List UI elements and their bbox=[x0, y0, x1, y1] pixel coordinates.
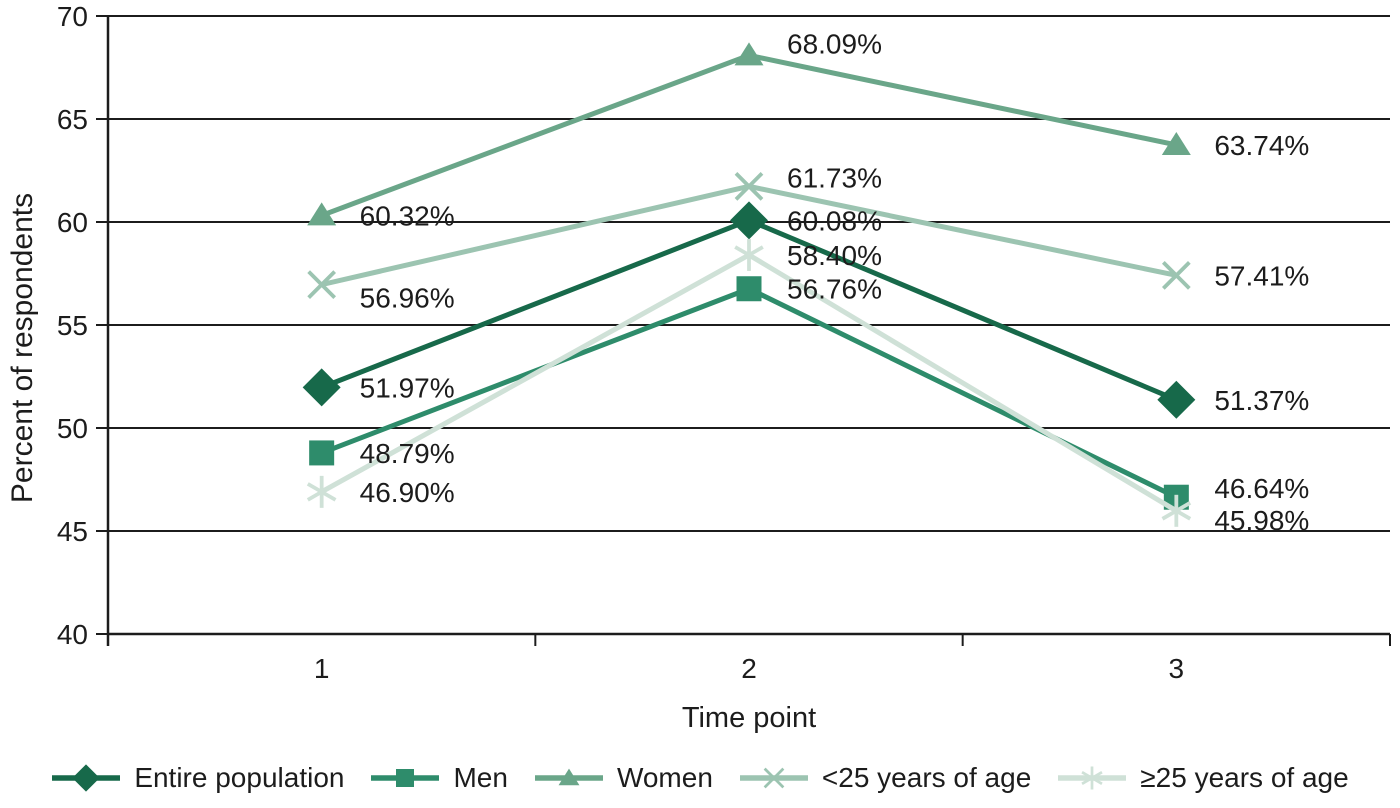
y-tick-label: 70 bbox=[57, 1, 88, 32]
chart-legend: Entire population Men Women <25 years of ag… bbox=[0, 748, 1400, 808]
legend-item-women: Women bbox=[534, 761, 713, 795]
data-label: 58.40% bbox=[787, 240, 882, 271]
legend-label: <25 years of age bbox=[821, 762, 1032, 793]
x-marker bbox=[307, 270, 337, 299]
data-label: 46.64% bbox=[1214, 473, 1309, 504]
square-marker bbox=[736, 276, 762, 302]
legend-label: ≥25 years of age bbox=[1140, 762, 1349, 793]
x-tick-label: 2 bbox=[741, 653, 757, 684]
x-marker bbox=[1161, 261, 1191, 290]
data-label: 56.96% bbox=[360, 283, 455, 314]
diamond-marker bbox=[730, 201, 768, 240]
data-label: 61.73% bbox=[787, 162, 882, 193]
x-marker bbox=[763, 767, 785, 789]
series-25-years-of-age bbox=[306, 238, 1192, 527]
x-axis-title: Time point bbox=[682, 702, 816, 734]
data-label: 57.41% bbox=[1214, 260, 1309, 291]
data-label: 60.32% bbox=[360, 200, 455, 231]
data-label: 48.79% bbox=[360, 438, 455, 469]
series-entire-population bbox=[302, 201, 1196, 419]
y-tick-label: 60 bbox=[57, 207, 88, 238]
data-label: 51.37% bbox=[1214, 385, 1309, 416]
line-chart: 40 45 50 55 60 65 70 1 2 3 Time point Percent of re… bbox=[6, 1, 1391, 734]
y-tick-label: 65 bbox=[57, 104, 88, 135]
y-tick-label: 45 bbox=[57, 516, 88, 547]
data-label: 63.74% bbox=[1214, 130, 1309, 161]
legend-item-entire-population: Entire population bbox=[51, 761, 344, 795]
square-legend-swatch-icon bbox=[371, 769, 440, 787]
data-label: 68.09% bbox=[787, 28, 882, 59]
square-marker bbox=[396, 769, 415, 787]
x-tick-label: 3 bbox=[1169, 653, 1185, 684]
asterisk-marker bbox=[734, 238, 764, 271]
triangle-marker bbox=[307, 202, 337, 226]
legend-label: Entire population bbox=[134, 762, 345, 793]
diamond-marker bbox=[72, 764, 100, 792]
legend-label: Men bbox=[453, 762, 508, 793]
triangle-marker bbox=[1161, 131, 1191, 155]
diamond-marker bbox=[302, 368, 341, 407]
asterisk-legend-swatch-icon bbox=[1058, 766, 1127, 790]
legend-item-25-years-of-age: <25 years of age bbox=[739, 761, 1031, 795]
asterisk-marker bbox=[1161, 494, 1192, 527]
y-tick-label: 55 bbox=[57, 310, 88, 341]
triangle-marker bbox=[558, 768, 580, 786]
diamond-legend-swatch-icon bbox=[52, 764, 121, 792]
y-axis-title: Percent of respondents bbox=[6, 193, 39, 503]
data-label: 51.97% bbox=[360, 372, 455, 403]
triangle-legend-swatch-icon bbox=[534, 768, 603, 786]
y-tick-label: 50 bbox=[57, 413, 88, 444]
legend-item-25-years-of-age: ≥25 years of age bbox=[1057, 761, 1349, 795]
data-label: 45.98% bbox=[1214, 505, 1309, 536]
data-label: 56.76% bbox=[787, 274, 882, 305]
legend-label: Women bbox=[616, 762, 713, 793]
square-marker bbox=[309, 440, 335, 466]
series-25-years-of-age bbox=[307, 172, 1191, 299]
asterisk-marker bbox=[306, 475, 337, 508]
series-line-women bbox=[319, 52, 1179, 218]
x-tick-label: 1 bbox=[314, 653, 330, 684]
data-label: 46.90% bbox=[360, 477, 455, 508]
y-tick-label: 40 bbox=[57, 619, 88, 650]
legend-item-men: Men bbox=[370, 761, 508, 795]
series-women bbox=[307, 42, 1191, 226]
triangle-marker bbox=[734, 42, 764, 66]
diamond-marker bbox=[1157, 380, 1196, 419]
data-label: 60.08% bbox=[787, 205, 882, 236]
x-marker bbox=[734, 172, 764, 201]
x-legend-swatch-icon bbox=[739, 767, 808, 789]
asterisk-marker bbox=[1081, 766, 1103, 790]
